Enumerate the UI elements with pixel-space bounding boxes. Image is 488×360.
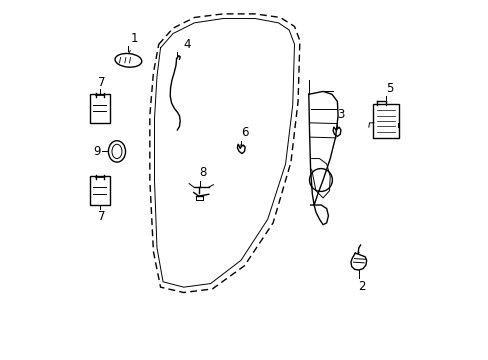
Text: 9: 9 [93, 145, 101, 158]
Text: 8: 8 [199, 166, 206, 179]
Text: 5: 5 [386, 82, 393, 95]
Text: 3: 3 [337, 108, 344, 121]
Text: 4: 4 [183, 38, 191, 51]
Text: 2: 2 [357, 280, 365, 293]
Text: 7: 7 [98, 76, 105, 89]
Text: 1: 1 [130, 32, 138, 45]
Text: 7: 7 [98, 210, 105, 223]
Text: 6: 6 [240, 126, 248, 139]
